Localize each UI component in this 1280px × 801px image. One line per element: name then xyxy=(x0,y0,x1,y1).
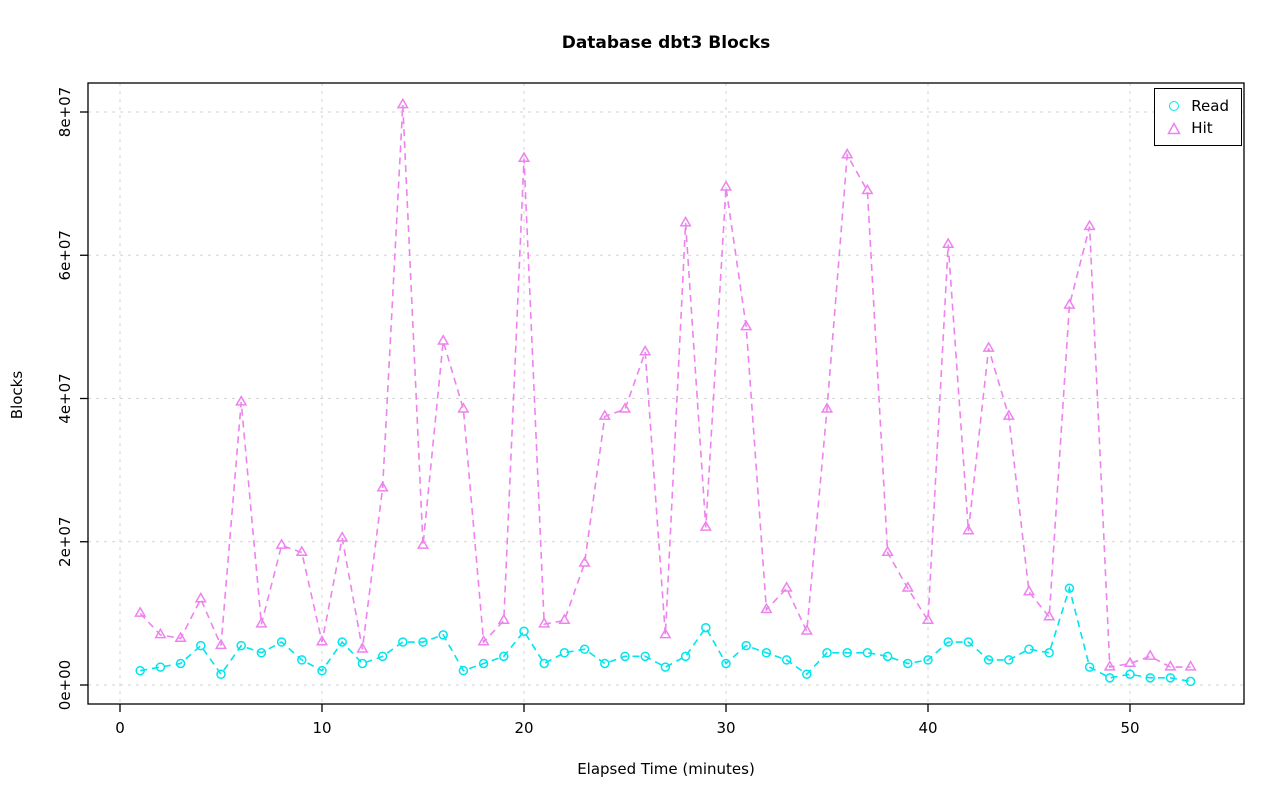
legend-label-read: Read xyxy=(1191,97,1229,115)
svg-text:4e+07: 4e+07 xyxy=(56,373,74,423)
hit-triangle-marker-icon xyxy=(1165,121,1183,135)
legend-item-read: Read xyxy=(1165,95,1229,117)
chart-legend: Read Hit xyxy=(1154,88,1242,146)
svg-text:30: 30 xyxy=(716,719,735,737)
svg-text:2e+07: 2e+07 xyxy=(56,517,74,567)
svg-text:0: 0 xyxy=(115,719,125,737)
chart-title: Database dbt3 Blocks xyxy=(561,33,771,53)
svg-text:20: 20 xyxy=(514,719,533,737)
svg-text:50: 50 xyxy=(1120,719,1139,737)
legend-item-hit: Hit xyxy=(1165,117,1229,139)
svg-text:6e+07: 6e+07 xyxy=(56,230,74,280)
svg-text:0e+00: 0e+00 xyxy=(56,660,74,710)
x-axis-label: Elapsed Time (minutes) xyxy=(577,760,755,778)
read-circle-marker-icon xyxy=(1165,101,1183,111)
legend-label-hit: Hit xyxy=(1191,119,1213,137)
svg-text:8e+07: 8e+07 xyxy=(56,87,74,137)
svg-text:10: 10 xyxy=(312,719,331,737)
svg-text:40: 40 xyxy=(918,719,937,737)
